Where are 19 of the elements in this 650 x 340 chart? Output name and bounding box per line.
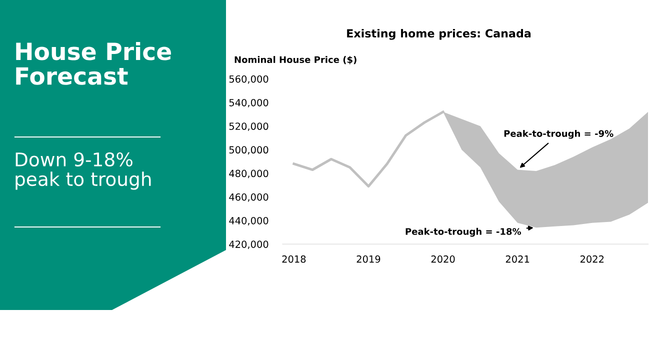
y-tick-label: 440,000 [229,216,268,226]
y-tick-label: 540,000 [229,98,268,108]
x-tick-label: 2020 [431,255,455,263]
annotation: Peak-to-trough = -18% [406,228,522,237]
y-tick-label: 560,000 [229,75,268,84]
y-tick-label: 460,000 [229,193,268,202]
y-tick-label: 480,000 [229,170,268,178]
y-axis-title: Nominal House Price ($) [234,56,356,64]
x-tick-label: 2019 [356,255,380,263]
x-tick-label: 2021 [506,255,530,263]
text: House Price Forecast [16,42,171,85]
annotation: Peak-to-trough = -9% [504,130,614,139]
y-tick-label: 500,000 [229,146,268,155]
text: Down 9-18% peak to trough [16,152,151,190]
x-tick-label: 2018 [282,255,306,263]
y-tick-label: 520,000 [229,122,268,131]
x-tick-label: 2022 [580,255,604,263]
chart-title: Existing home prices: Canada [347,28,531,40]
y-tick-label: 420,000 [229,240,268,249]
